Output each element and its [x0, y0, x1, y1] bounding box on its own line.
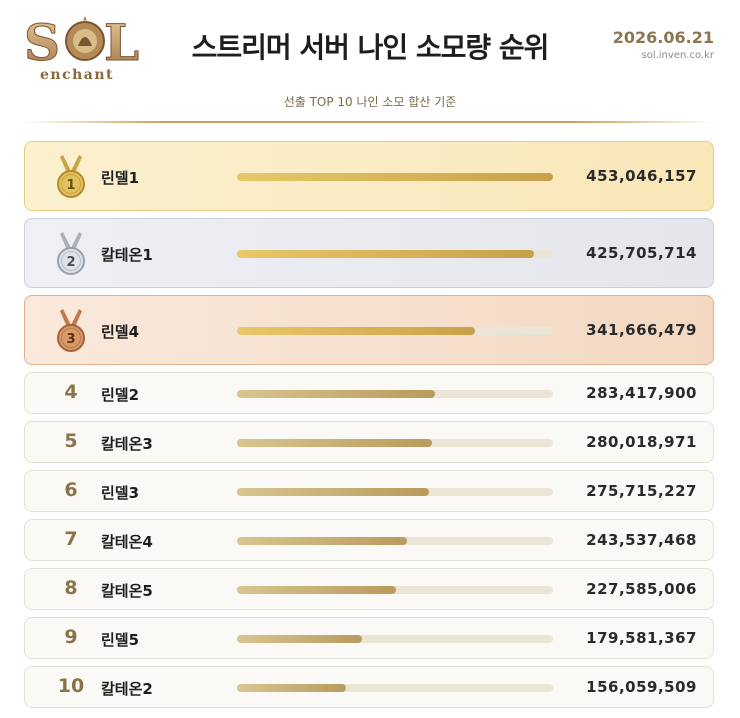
bar-track [237, 537, 553, 545]
bar-fill [237, 327, 475, 335]
bar-track [237, 327, 553, 335]
ranking-row: 2 칼테온1 425,705,714 [24, 218, 714, 288]
header-divider [24, 121, 716, 123]
server-name: 린델4 [101, 323, 140, 341]
ranking-row: 5 칼테온3 280,018,971 [24, 421, 714, 463]
server-name: 린델2 [101, 386, 140, 404]
value-label: 156,059,509 [586, 678, 697, 696]
ranking-row: 1 린델1 453,046,157 [24, 141, 714, 211]
ranking-row: 7 칼테온4 243,537,468 [24, 519, 714, 561]
page-title: 스트리머 서버 나인 소모량 순위 [191, 31, 550, 64]
bar-track [237, 390, 553, 398]
bar-track [237, 635, 553, 643]
ranking-row: 6 린델3 275,715,227 [24, 470, 714, 512]
bar-fill [237, 537, 407, 545]
ranking-row: 10 칼테온2 156,059,509 [24, 666, 714, 708]
svg-text:L: L [104, 13, 139, 68]
svg-text:1: 1 [66, 178, 75, 193]
rank-number: 7 [64, 528, 78, 550]
server-name: 칼테온4 [101, 533, 153, 551]
report-date: 2026.06.21 [612, 28, 714, 47]
bar-fill [237, 586, 396, 594]
ranking-row: 9 린델5 179,581,367 [24, 617, 714, 659]
ranking-row: 8 칼테온5 227,585,006 [24, 568, 714, 610]
page-subtitle: 선출 TOP 10 나인 소모 합산 기준 [283, 95, 457, 109]
server-name: 린델1 [101, 169, 140, 187]
value-label: 280,018,971 [586, 433, 697, 451]
bronze-medal-icon: 3 [57, 309, 85, 352]
value-label: 243,537,468 [586, 531, 697, 549]
svg-text:2: 2 [66, 255, 75, 270]
rank-number: 4 [64, 381, 78, 403]
value-label: 275,715,227 [586, 482, 697, 500]
value-label: 453,046,157 [586, 167, 697, 185]
bar-fill [237, 250, 534, 258]
sol-enchant-logo: S L enchant [22, 8, 142, 86]
gold-medal-icon: 1 [57, 155, 85, 198]
rank-number: 10 [57, 675, 85, 697]
rank-number: 6 [64, 479, 78, 501]
bar-fill [237, 439, 432, 447]
bar-track [237, 488, 553, 496]
silver-medal-icon: 2 [57, 232, 85, 275]
server-name: 린델3 [101, 484, 140, 502]
bar-fill [237, 390, 435, 398]
ranking-row: 3 린델4 341,666,479 [24, 295, 714, 365]
ranking-row: 4 린델2 283,417,900 [24, 372, 714, 414]
bar-track [237, 684, 553, 692]
svg-text:3: 3 [66, 332, 75, 347]
bar-fill [237, 684, 346, 692]
bar-track [237, 173, 553, 181]
value-label: 283,417,900 [586, 384, 697, 402]
server-name: 린델5 [101, 631, 140, 649]
site-url: sol.inven.co.kr [641, 50, 714, 61]
logo-subtitle: enchant [40, 67, 115, 83]
bar-fill [237, 635, 362, 643]
value-label: 227,585,006 [586, 580, 697, 598]
value-label: 341,666,479 [586, 321, 697, 339]
server-name: 칼테온1 [101, 246, 153, 264]
value-label: 179,581,367 [586, 629, 697, 647]
server-name: 칼테온2 [101, 680, 153, 698]
bar-track [237, 586, 553, 594]
rank-number: 9 [64, 626, 78, 648]
bar-fill [237, 488, 429, 496]
value-label: 425,705,714 [586, 244, 697, 262]
rank-number: 5 [64, 430, 78, 452]
server-name: 칼테온3 [101, 435, 153, 453]
server-name: 칼테온5 [101, 582, 153, 600]
bar-track [237, 250, 553, 258]
bar-fill [237, 173, 553, 181]
bar-track [237, 439, 553, 447]
svg-text:S: S [24, 13, 60, 68]
rank-number: 8 [64, 577, 78, 599]
